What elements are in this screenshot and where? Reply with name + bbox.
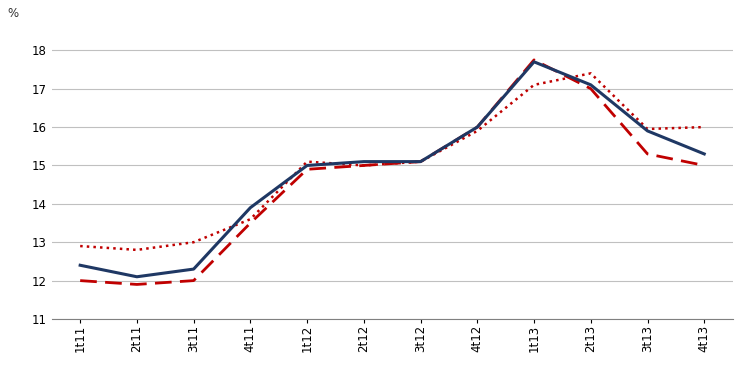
Text: %: % — [7, 7, 18, 19]
